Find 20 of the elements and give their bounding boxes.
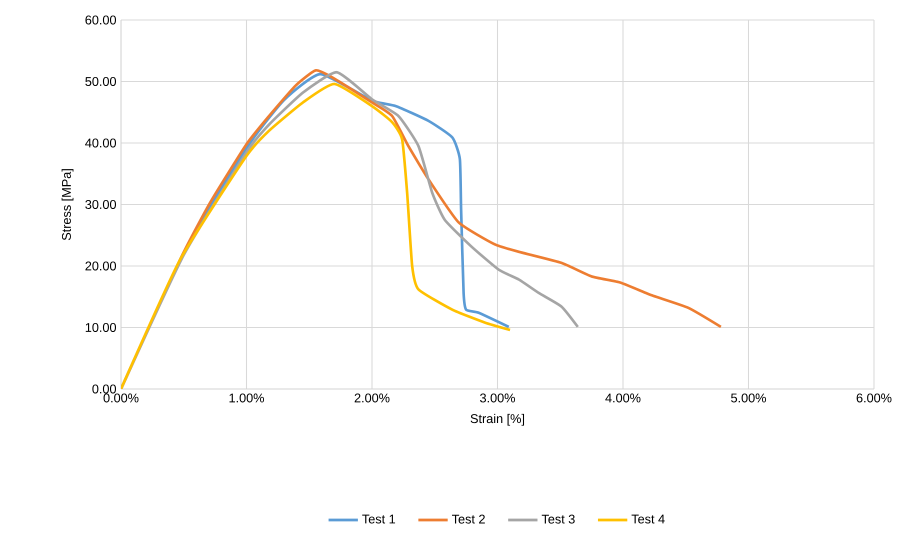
x-tick-label: 5.00%: [731, 393, 766, 402]
legend-label: Test 2: [452, 514, 485, 524]
y-tick-label: 40.00: [85, 138, 116, 148]
y-axis-title: Stress [MPa]: [62, 169, 74, 240]
legend-label: Test 1: [362, 514, 396, 524]
legend-label: Test 3: [542, 514, 575, 524]
legend-label: Test 4: [632, 514, 665, 524]
x-tick-label: 2.00%: [354, 393, 390, 402]
y-tick-label: 60.00: [85, 16, 116, 24]
y-tick-label: 20.00: [85, 262, 116, 270]
x-tick-label: 1.00%: [230, 393, 264, 402]
x-tick-label: 0.00%: [104, 393, 139, 402]
x-tick-label: 6.00%: [856, 393, 892, 402]
x-tick-label: 3.00%: [480, 393, 515, 402]
y-tick-label: 10.00: [86, 323, 116, 332]
y-tick-label: 30.00: [85, 200, 116, 209]
x-tick-label: 4.00%: [605, 393, 640, 402]
y-tick-label: 50.00: [85, 77, 116, 86]
x-axis-title: Strain [%]: [470, 414, 524, 426]
y-tick-label: 0.00: [92, 384, 116, 394]
